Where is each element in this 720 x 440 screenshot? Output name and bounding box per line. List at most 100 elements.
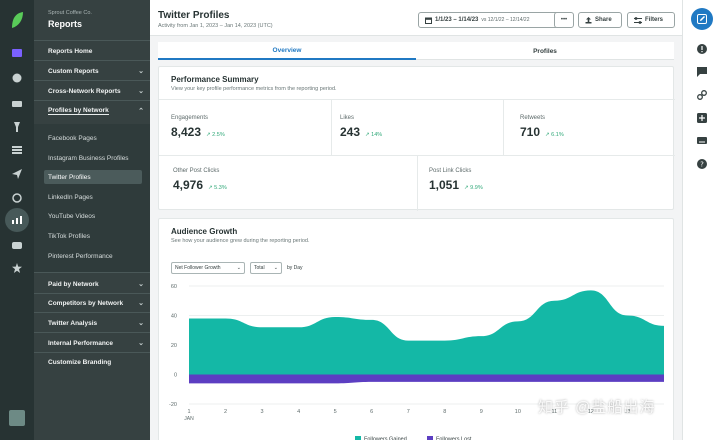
report-tabs: Overview Profiles (158, 42, 674, 60)
send-icon[interactable] (9, 166, 25, 182)
reports-sidebar: Sprout Coffee Co. Reports Reports Home C… (34, 0, 150, 440)
svg-text:?: ? (700, 161, 704, 169)
y-tick-label: -20 (169, 402, 177, 408)
sprout-logo-icon (12, 12, 23, 28)
sidebar-title: Reports (48, 19, 83, 29)
x-tick-label: 3 (261, 409, 264, 415)
share-icon (585, 16, 592, 23)
metric-engagements: Engagements 8,423 ↗ 2.5% (171, 115, 225, 139)
y-tick-label: 20 (171, 343, 177, 349)
legend-swatch (427, 436, 433, 440)
nav-cross-network[interactable]: Cross-Network Reports ⌄ (48, 87, 144, 96)
legend-label: Followers Gained (364, 437, 407, 440)
page-header: Twitter Profiles Activity from Jan 1, 20… (150, 0, 682, 36)
nav-custom-reports[interactable]: Custom Reports ⌄ (48, 67, 144, 76)
message-flag-icon[interactable] (694, 65, 710, 79)
metric-likes: Likes 243 ↗ 14% (340, 115, 383, 139)
audience-growth-card: Audience Growth See how your audience gr… (158, 218, 674, 440)
page-subtitle: Activity from Jan 1, 2023 – Jan 14, 2023… (158, 23, 273, 29)
x-tick-label: 7 (407, 409, 410, 415)
metric-other-post-clicks: Other Post Clicks 4,976 ↗ 5.3% (173, 168, 227, 192)
x-tick-label: 12 (588, 409, 594, 415)
more-options-button[interactable]: ••• (554, 12, 574, 28)
x-tick-label: 6 (370, 409, 373, 415)
listening-icon[interactable] (9, 190, 25, 206)
x-tick-label: 1 (187, 409, 190, 415)
x-tick-label: 9 (480, 409, 483, 415)
y-tick-label: 60 (171, 284, 177, 290)
alert-icon[interactable] (694, 42, 710, 56)
performance-subtitle: View your key profile performance metric… (171, 86, 337, 92)
tab-profiles[interactable]: Profiles (533, 47, 557, 55)
chevron-down-icon: ⌄ (236, 265, 241, 271)
tray-icon[interactable] (9, 95, 25, 111)
x-tick-label: 4 (297, 409, 300, 415)
compose-button[interactable] (691, 8, 713, 30)
performance-summary-card: Performance Summary View your key profil… (158, 66, 675, 211)
trend-up-delta: ↗ 14% (365, 132, 383, 138)
bot-icon[interactable] (9, 236, 25, 252)
x-tick-label: 2 (224, 409, 227, 415)
reports-icon[interactable] (5, 208, 29, 232)
filters-button[interactable]: Filters (627, 12, 675, 28)
star-icon[interactable] (9, 260, 25, 276)
profiles-submenu (34, 124, 150, 272)
metric-select[interactable]: Net Follower Growth ⌄ (171, 262, 245, 274)
chevron-down-icon: ⌄ (138, 300, 144, 307)
page-title: Twitter Profiles (158, 10, 230, 21)
x-tick-label: 8 (443, 409, 446, 415)
date-range-picker[interactable]: 1/1/23 – 1/14/23 vs 12/1/22 – 12/14/22 (418, 12, 559, 28)
area-followers-gained (189, 290, 664, 375)
nav-facebook-pages[interactable]: Facebook Pages (48, 134, 97, 142)
nav-customize-branding[interactable]: Customize Branding (48, 358, 112, 366)
nav-pinterest-performance[interactable]: Pinterest Performance (48, 252, 113, 260)
filter-sliders-icon (634, 16, 642, 24)
chevron-down-icon: ⌄ (138, 68, 144, 75)
nav-instagram-profiles[interactable]: Instagram Business Profiles (48, 154, 129, 162)
user-avatar[interactable] (9, 410, 25, 426)
chevron-up-icon: ⌃ (138, 108, 144, 115)
metric-retweets: Retweets 710 ↗ 6.1% (520, 115, 564, 139)
watermark-text: 知乎 @盐船出海 (538, 399, 656, 416)
aggregation-select[interactable]: Total ⌄ (250, 262, 282, 274)
nav-competitors[interactable]: Competitors by Network ⌄ (48, 299, 144, 308)
y-tick-label: 0 (174, 373, 177, 379)
inbox-icon[interactable] (9, 44, 25, 60)
tab-overview[interactable]: Overview (158, 42, 416, 60)
y-tick-label: 40 (171, 314, 177, 320)
right-action-rail: ? (682, 0, 720, 440)
nav-youtube-videos[interactable]: YouTube Videos (48, 212, 96, 220)
app-icon-rail (0, 0, 34, 440)
nav-twitter-profiles[interactable]: Twitter Profiles (44, 170, 142, 184)
performance-title: Performance Summary (171, 75, 259, 84)
dashboard-icon[interactable] (9, 70, 25, 86)
trend-up-delta: ↗ 2.5% (206, 132, 225, 138)
metric-post-link-clicks: Post Link Clicks 1,051 ↗ 9.9% (429, 168, 483, 192)
help-icon[interactable]: ? (694, 157, 710, 171)
pin-icon[interactable] (9, 119, 25, 135)
nav-linkedin-pages[interactable]: LinkedIn Pages (48, 193, 93, 201)
nav-tiktok-profiles[interactable]: TikTok Profiles (48, 232, 91, 240)
chevron-down-icon: ⌄ (138, 88, 144, 95)
trend-up-delta: ↗ 5.3% (208, 185, 227, 191)
trend-up-delta: ↗ 6.1% (545, 132, 564, 138)
nav-profiles-by-network[interactable]: Profiles by Network ⌃ (48, 107, 144, 115)
nav-twitter-analysis[interactable]: Twitter Analysis ⌄ (48, 319, 144, 328)
trend-up-delta: ↗ 9.9% (464, 185, 483, 191)
add-icon[interactable] (694, 111, 710, 125)
nav-paid-by-network[interactable]: Paid by Network ⌄ (48, 280, 144, 289)
legend-label: Followers Lost (436, 437, 472, 440)
chevron-down-icon: ⌄ (273, 265, 278, 271)
audience-subtitle: See how your audience grew during the re… (171, 238, 310, 244)
legend-swatch (355, 436, 361, 440)
link-icon[interactable] (694, 88, 710, 102)
compose-icon (697, 14, 707, 24)
keyboard-icon[interactable] (694, 134, 710, 148)
chevron-down-icon: ⌄ (138, 320, 144, 327)
nav-reports-home[interactable]: Reports Home (48, 47, 93, 55)
nav-internal-performance[interactable]: Internal Performance ⌄ (48, 339, 144, 348)
share-button[interactable]: Share (578, 12, 622, 28)
chevron-down-icon: ⌄ (138, 281, 144, 288)
list-icon[interactable] (9, 142, 25, 158)
